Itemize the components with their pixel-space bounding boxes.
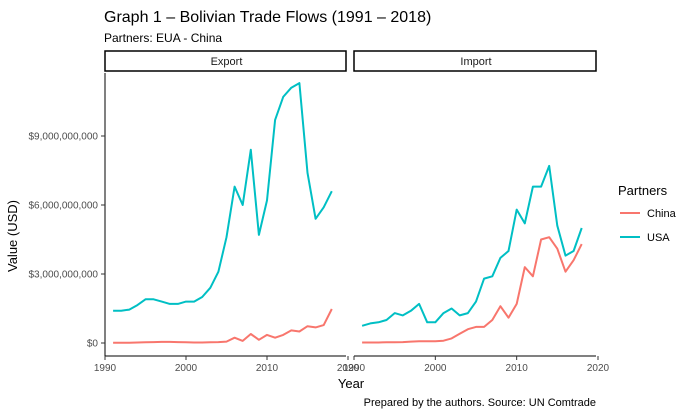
y-axis-label: Value (USD)	[5, 200, 20, 272]
facet-strip	[353, 50, 597, 72]
facet-panels: Export 1990 2000 2010 2020 Import 1990 2000 2010…	[94, 50, 610, 374]
x-tick-label: 1990	[94, 363, 117, 374]
series-line-usa	[113, 82, 333, 312]
chart-caption: Prepared by the authors. Source: UN Comt…	[364, 397, 596, 409]
facet-import: Import 1990 2000 2010 2020	[343, 50, 610, 374]
x-tick-label: 2020	[587, 363, 610, 374]
x-axis-label: Year	[338, 376, 365, 391]
legend-label-usa: USA	[647, 232, 670, 244]
chart-subtitle: Partners: EUA - China	[104, 31, 222, 45]
facet-export: Export 1990 2000 2010 2020	[94, 50, 360, 374]
x-tick-label: 1990	[343, 363, 366, 374]
y-tick-label: $6,000,000,000	[28, 201, 98, 212]
y-axis: $0 $3,000,000,000 $6,000,000,000 $9,000,000…	[28, 73, 106, 356]
chart-title: Graph 1 – Bolivian Trade Flows (1991 – 2…	[104, 9, 431, 26]
y-tick-label: $9,000,000,000	[28, 132, 98, 143]
legend-label-china: China	[647, 208, 677, 220]
legend-title: Partners	[618, 183, 668, 198]
x-tick-label: 2010	[506, 363, 529, 374]
x-tick-label: 2000	[424, 363, 447, 374]
y-tick-label: $3,000,000,000	[28, 270, 98, 281]
series-line-china	[362, 236, 583, 344]
x-tick-label: 2000	[175, 363, 198, 374]
series-line-usa	[361, 164, 583, 327]
facet-strip-label: Export	[211, 56, 243, 68]
facet-strip-label: Import	[460, 56, 491, 68]
y-tick-label: $0	[87, 339, 99, 350]
x-tick-label: 2010	[256, 363, 279, 374]
facet-strip	[104, 50, 347, 72]
series-line-china	[113, 308, 333, 344]
legend: Partners China USA	[618, 183, 677, 244]
x-tick-label: 2020	[337, 363, 360, 374]
